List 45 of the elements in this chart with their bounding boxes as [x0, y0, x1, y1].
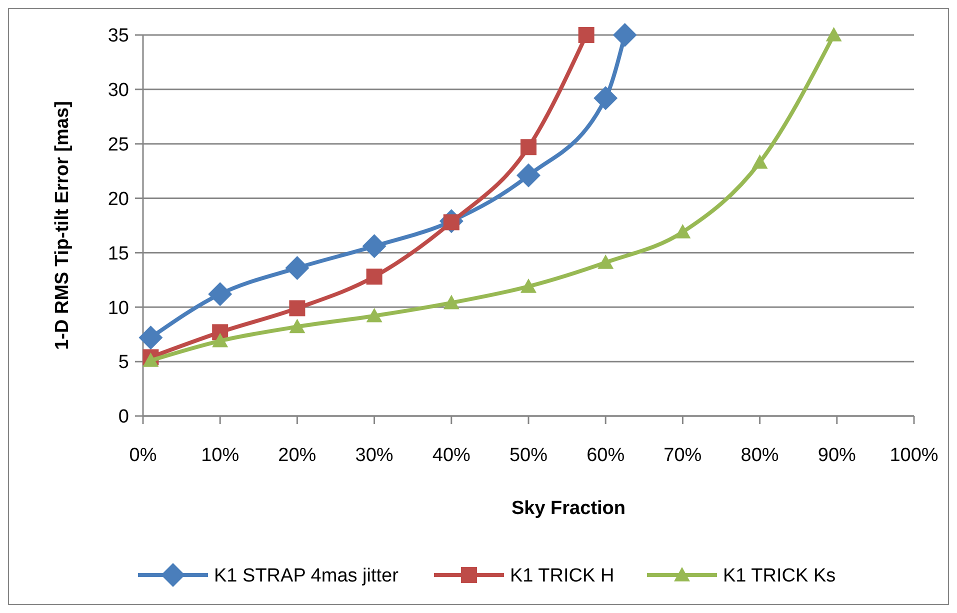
point — [142, 352, 159, 367]
point — [752, 154, 768, 169]
point — [520, 278, 536, 293]
x-tick-label: 90% — [818, 445, 856, 466]
point — [208, 282, 232, 306]
point — [598, 254, 614, 269]
legend-label: K1 STRAP 4mas jitter — [214, 566, 400, 587]
point — [289, 300, 306, 316]
point — [594, 86, 618, 110]
point — [578, 27, 594, 43]
point — [516, 163, 540, 188]
y-tick-label: 15 — [108, 243, 129, 264]
y-tick-label: 10 — [108, 298, 129, 319]
x-tick-label: 70% — [664, 445, 702, 466]
point — [366, 308, 382, 322]
point — [520, 139, 536, 156]
x-tick-label: 50% — [509, 445, 548, 466]
legend-label: K1 TRICK H — [510, 566, 614, 587]
point — [826, 27, 842, 42]
point — [285, 256, 310, 280]
x-tick-label: 10% — [201, 445, 240, 466]
x-tick-label: 80% — [740, 445, 779, 466]
x-tick-label: 20% — [278, 445, 316, 466]
x-axis-title: Sky Fraction — [511, 498, 626, 519]
x-tick-label: 0% — [129, 445, 157, 466]
point — [674, 224, 691, 238]
y-axis-title: 1-D RMS Tip-tilt Error [mas] — [52, 101, 73, 350]
point — [138, 326, 163, 350]
legend-label: K1 TRICK Ks — [723, 566, 836, 587]
point — [362, 234, 386, 258]
point — [212, 332, 228, 348]
point — [366, 268, 382, 285]
y-tick-label: 5 — [118, 352, 129, 374]
x-tick-label: 40% — [432, 445, 471, 466]
y-tick-label: 25 — [108, 134, 129, 156]
point — [443, 294, 460, 310]
y-tick-label: 35 — [108, 26, 129, 47]
x-tick-label: 30% — [355, 445, 394, 466]
y-tick-label: 20 — [108, 188, 129, 210]
point — [612, 23, 637, 47]
y-tick-label: 30 — [108, 80, 129, 102]
x-tick-label: 60% — [586, 445, 625, 466]
y-tick-label: 0 — [118, 406, 129, 428]
point — [289, 318, 306, 334]
x-tick-label: 100% — [890, 445, 938, 466]
